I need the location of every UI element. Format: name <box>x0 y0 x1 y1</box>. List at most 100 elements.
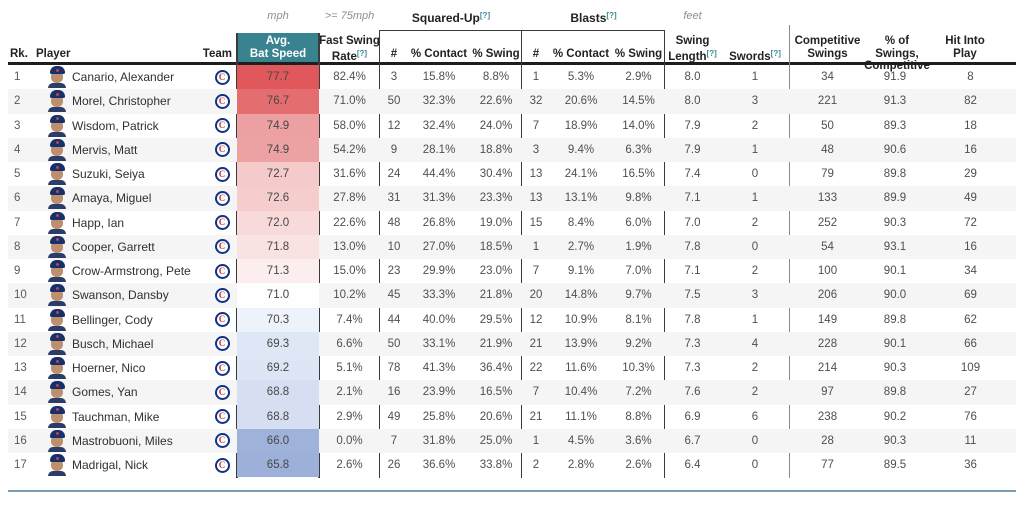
swords-cell: 1 <box>751 143 759 156</box>
player-name-link[interactable]: Hoerner, Nico <box>72 361 146 376</box>
player-name-link[interactable]: Gomes, Yan <box>72 385 138 400</box>
hit-into-play-cell: 11 <box>964 434 977 447</box>
squared-up-group-header[interactable]: Squared-Up[?] <box>411 11 491 25</box>
player-name-link[interactable]: Mervis, Matt <box>72 142 138 157</box>
squared-up-contact-cell: 31.8% <box>422 434 456 447</box>
blasts-swing-header[interactable]: % Swing <box>614 48 663 60</box>
squared-up-swing-cell: 24.0% <box>479 119 513 132</box>
blasts-count-cell: 13 <box>529 168 543 181</box>
blasts-swing-cell: 8.8% <box>625 410 652 423</box>
blasts-swing-cell: 7.2% <box>625 386 652 399</box>
blasts-group-header[interactable]: Blasts[?] <box>570 11 617 25</box>
help-icon[interactable]: [?] <box>356 48 368 58</box>
bat-speed-column-header[interactable]: Avg. Bat Speed <box>237 33 319 63</box>
rank-cell: 2 <box>14 95 21 108</box>
player-name-link[interactable]: Tauchman, Mike <box>72 409 160 424</box>
hit-into-play-cell: 69 <box>964 289 977 302</box>
rank-cell: 11 <box>14 313 26 326</box>
swords-column-header[interactable]: Swords[?] <box>729 49 781 63</box>
player-name-link[interactable]: Crow-Armstrong, Pete <box>72 264 191 279</box>
competitive-swings-column-header[interactable]: Competitive Swings <box>794 35 861 60</box>
pct-swings-competitive-cell: 89.8 <box>883 386 907 399</box>
player-avatar <box>42 90 72 113</box>
player-name-link[interactable]: Morel, Christopher <box>72 94 171 109</box>
squared-up-count-cell: 44 <box>387 313 401 326</box>
competitive-swings-cell: 228 <box>817 337 838 350</box>
pct-swings-competitive-cell: 90.1 <box>883 337 907 350</box>
squared-up-count-cell: 23 <box>387 265 401 278</box>
player-name-link[interactable]: Amaya, Miguel <box>72 191 152 206</box>
player-name-link[interactable]: Suzuki, Seiya <box>72 167 145 182</box>
swing-length-cell: 7.6 <box>684 386 701 399</box>
squared-up-contact-cell: 32.4% <box>422 119 456 132</box>
swing-length-cell: 7.5 <box>684 289 701 302</box>
hit-into-play-cell: 16 <box>964 143 977 156</box>
help-icon[interactable]: [?] <box>479 11 491 20</box>
help-icon[interactable]: [?] <box>706 48 717 58</box>
player-name-link[interactable]: Canario, Alexander <box>72 70 175 85</box>
swing-length-cell: 6.9 <box>684 410 701 423</box>
swords-cell: 4 <box>751 337 759 350</box>
swing-length-column-header[interactable]: Swing Length[?] <box>668 35 717 63</box>
rank-cell: 17 <box>14 459 27 472</box>
blasts-contact-cell: 20.6% <box>564 95 598 108</box>
fast-swing-rate-column-header[interactable]: Fast Swing Rate[?] <box>319 35 380 63</box>
player-name-link[interactable]: Busch, Michael <box>72 336 154 351</box>
squared-up-count-header[interactable]: # <box>390 48 398 60</box>
squared-up-swing-header[interactable]: % Swing <box>472 48 520 60</box>
avg-bat-speed-cell: 72.7 <box>237 162 319 187</box>
cubs-team-logo: C <box>207 239 237 255</box>
blasts-count-cell: 20 <box>529 289 543 302</box>
blasts-contact-header[interactable]: % Contact <box>552 48 610 60</box>
competitive-swings-cell: 206 <box>817 289 838 302</box>
hit-into-play-column-header[interactable]: Hit Into Play <box>945 35 985 60</box>
squared-up-contact-header[interactable]: % Contact <box>410 48 468 60</box>
fast-swing-rate-cell: 15.0% <box>333 265 366 278</box>
blasts-contact-cell: 9.1% <box>567 265 595 278</box>
player-name-link[interactable]: Happ, Ian <box>72 215 125 230</box>
squared-up-swing-cell: 18.8% <box>479 143 513 156</box>
hit-into-play-cell: 109 <box>960 362 981 375</box>
blasts-count-cell: 21 <box>529 410 543 423</box>
swing-length-cell: 7.8 <box>684 313 701 326</box>
squared-up-contact-cell: 15.8% <box>422 71 456 84</box>
blasts-contact-cell: 5.3% <box>567 71 595 84</box>
table-row: 9 Crow-Armstrong, Pete C 71.3 15.0% 23 2… <box>8 259 1016 284</box>
squared-up-swing-cell: 21.8% <box>479 289 513 302</box>
swords-cell: 2 <box>751 386 759 399</box>
cubs-team-logo: C <box>207 190 237 206</box>
player-name-link[interactable]: Cooper, Garrett <box>72 239 155 254</box>
fast-swing-rate-cell: 6.6% <box>336 337 363 350</box>
help-icon[interactable]: [?] <box>770 49 781 58</box>
player-name-link[interactable]: Mastrobuoni, Miles <box>72 433 173 448</box>
cubs-team-logo: C <box>207 118 237 134</box>
help-icon[interactable]: [?] <box>606 11 617 20</box>
fast-swing-rate-cell: 71.0% <box>333 95 366 108</box>
swing-length-cell: 7.3 <box>684 337 701 350</box>
blasts-swing-cell: 3.6% <box>625 434 652 447</box>
swords-cell: 2 <box>751 265 759 278</box>
blasts-count-cell: 1 <box>532 434 540 447</box>
player-name-link[interactable]: Bellinger, Cody <box>72 312 153 327</box>
squared-up-contact-cell: 23.9% <box>422 386 456 399</box>
cubs-team-logo: C <box>207 69 237 85</box>
player-avatar <box>42 405 72 428</box>
squared-up-count-cell: 9 <box>390 143 398 156</box>
blasts-contact-cell: 2.8% <box>567 459 595 472</box>
squared-up-count-cell: 3 <box>390 71 398 84</box>
team-column-header[interactable]: Team <box>202 48 232 60</box>
blasts-count-cell: 7 <box>532 265 540 278</box>
player-name-link[interactable]: Madrigal, Nick <box>72 458 149 473</box>
player-avatar <box>42 381 72 404</box>
swing-length-cell: 7.1 <box>684 192 701 205</box>
squared-up-swing-cell: 23.3% <box>479 192 513 205</box>
blasts-count-header[interactable]: # <box>532 48 540 60</box>
rank-column-header[interactable]: Rk. <box>10 48 28 60</box>
leaderboard-rows: 1 Canario, Alexander C 77.7 82.4% 3 15.8… <box>8 65 1016 478</box>
blasts-count-cell: 1 <box>532 240 540 253</box>
player-avatar <box>42 454 72 477</box>
player-column-header[interactable]: Player <box>36 48 71 60</box>
player-name-link[interactable]: Wisdom, Patrick <box>72 118 159 133</box>
player-name-link[interactable]: Swanson, Dansby <box>72 288 169 303</box>
blasts-swing-cell: 7.0% <box>625 265 652 278</box>
